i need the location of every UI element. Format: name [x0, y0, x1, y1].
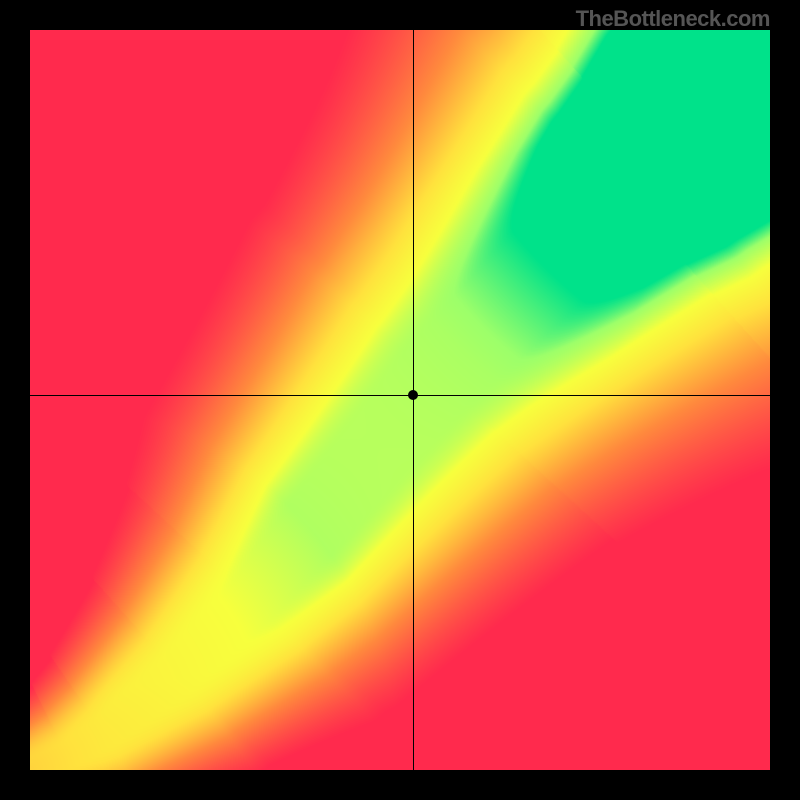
crosshair-horizontal: [30, 395, 770, 396]
marker-dot: [408, 390, 418, 400]
watermark-text: TheBottleneck.com: [576, 6, 770, 32]
heatmap-plot: [30, 30, 770, 770]
heatmap-canvas: [30, 30, 770, 770]
crosshair-vertical: [413, 30, 414, 770]
